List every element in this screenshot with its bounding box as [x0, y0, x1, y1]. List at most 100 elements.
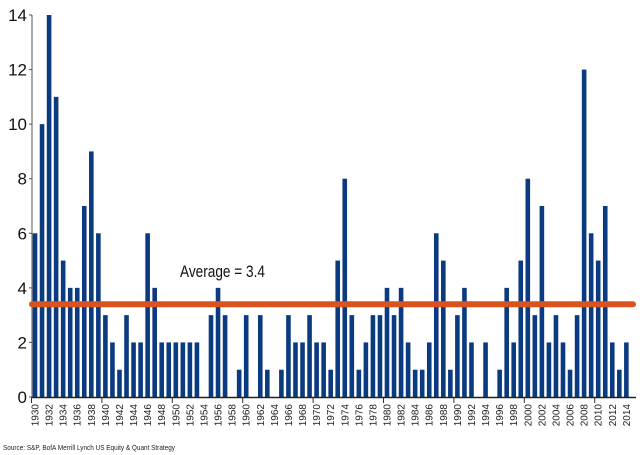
bar-1979: [377, 315, 383, 397]
x-tick-label: 1992: [467, 404, 478, 427]
x-tick-label: 1934: [59, 404, 70, 427]
x-tick-label: 1986: [425, 404, 436, 427]
x-tick-label: 1944: [129, 404, 140, 427]
bar-1957: [222, 315, 228, 397]
bar-1988: [441, 260, 446, 397]
bar-1965: [279, 369, 284, 397]
bar-1944: [131, 342, 136, 397]
x-tick-label: 1946: [143, 404, 154, 427]
bar-1990: [455, 315, 460, 397]
bar-1973: [335, 260, 341, 397]
bar-2014: [624, 342, 629, 397]
x-tick-label: 1960: [242, 404, 253, 427]
bar-1933: [53, 96, 59, 397]
x-tick-label: 1958: [228, 404, 239, 427]
x-tick-label: 1962: [256, 404, 267, 427]
x-tick-label: 2006: [566, 404, 577, 427]
bar-1999: [518, 260, 524, 397]
x-axis-ticks: 1930 1932 1934 1936 1938 1940 1942 1944 1946 1948…: [31, 397, 633, 426]
bar-1953: [194, 342, 200, 397]
x-tick-label: 1976: [354, 404, 365, 427]
x-tick-label: 1994: [481, 404, 492, 427]
bar-1952: [187, 342, 193, 397]
bar-2012: [609, 342, 615, 397]
bar-1943: [124, 315, 129, 397]
bar-1962: [257, 315, 263, 397]
bar-1942: [117, 369, 122, 397]
bar-1996: [497, 369, 502, 397]
bar-1948: [159, 342, 165, 397]
x-tick-label: 1984: [411, 404, 422, 427]
bar-1971: [321, 342, 326, 397]
y-tick-label: 14: [8, 6, 27, 25]
bar-1984: [412, 369, 418, 397]
y-tick-label: 8: [18, 170, 27, 189]
x-tick-label: 1930: [31, 404, 42, 427]
bar-1975: [349, 315, 355, 397]
bar-1977: [363, 342, 369, 397]
x-tick-label: 1980: [383, 404, 394, 427]
bar-1940: [103, 315, 108, 397]
bar-1986: [426, 342, 432, 397]
bar-1947: [152, 287, 157, 397]
bar-1956: [215, 287, 221, 397]
bar-1966: [286, 315, 291, 397]
y-tick-label: 6: [18, 224, 27, 243]
bar-1935: [67, 287, 73, 397]
x-tick-label: 2000: [523, 404, 534, 427]
bar-1991: [462, 287, 467, 397]
x-tick-label: 1932: [45, 404, 56, 427]
bar-1941: [110, 342, 115, 397]
bar-2001: [532, 315, 538, 397]
bar-2008: [581, 69, 587, 398]
x-tick-label: 2008: [580, 404, 591, 427]
bar-1994: [483, 342, 488, 397]
y-tick-label: 0: [18, 388, 27, 407]
y-tick-label: 4: [18, 279, 27, 298]
bar-2005: [560, 342, 566, 397]
bar-1949: [166, 342, 172, 397]
bar-1980: [384, 287, 390, 397]
bar-1932: [46, 15, 52, 397]
bar-1963: [265, 369, 270, 397]
x-tick-label: 1966: [284, 404, 295, 427]
average-label: Average = 3.4: [180, 262, 265, 281]
bar-1998: [511, 342, 517, 397]
x-tick-label: 1948: [157, 404, 168, 427]
bar-1967: [293, 342, 298, 397]
bar-2009: [588, 233, 594, 397]
x-tick-label: 2010: [594, 404, 605, 427]
bar-1930: [32, 233, 38, 397]
y-axis-ticks: 0 2 4 6 8 10 12 14: [8, 6, 32, 407]
bar-2013: [617, 369, 622, 397]
x-tick-label: 1956: [214, 404, 225, 427]
x-tick-label: 1964: [270, 404, 281, 427]
bar-2010: [595, 260, 601, 397]
bar-2006: [567, 369, 573, 397]
x-tick-label: 1974: [340, 404, 351, 427]
bar-2004: [553, 315, 559, 397]
bar-1934: [60, 260, 66, 397]
bar-1938: [89, 151, 94, 397]
bar-1951: [180, 342, 186, 397]
bar-1983: [405, 342, 411, 397]
bar-1989: [448, 369, 453, 397]
x-tick-label: 1972: [326, 404, 337, 427]
bar-1931: [39, 124, 45, 398]
bar-1981: [391, 315, 397, 397]
bar-2007: [574, 315, 580, 397]
bar-1950: [173, 342, 179, 397]
bar-1982: [398, 287, 404, 397]
bar-1972: [328, 369, 333, 397]
bar-1987: [433, 233, 439, 397]
bar-2000: [525, 178, 531, 397]
x-tick-label: 1996: [495, 404, 506, 427]
x-tick-label: 1968: [298, 404, 309, 427]
bar-1997: [504, 287, 509, 397]
bar-1960: [243, 315, 249, 397]
x-tick-label: 1954: [199, 404, 210, 427]
x-tick-label: 1942: [115, 404, 126, 427]
y-tick-label: 2: [18, 333, 27, 352]
x-tick-label: 2002: [537, 404, 548, 427]
